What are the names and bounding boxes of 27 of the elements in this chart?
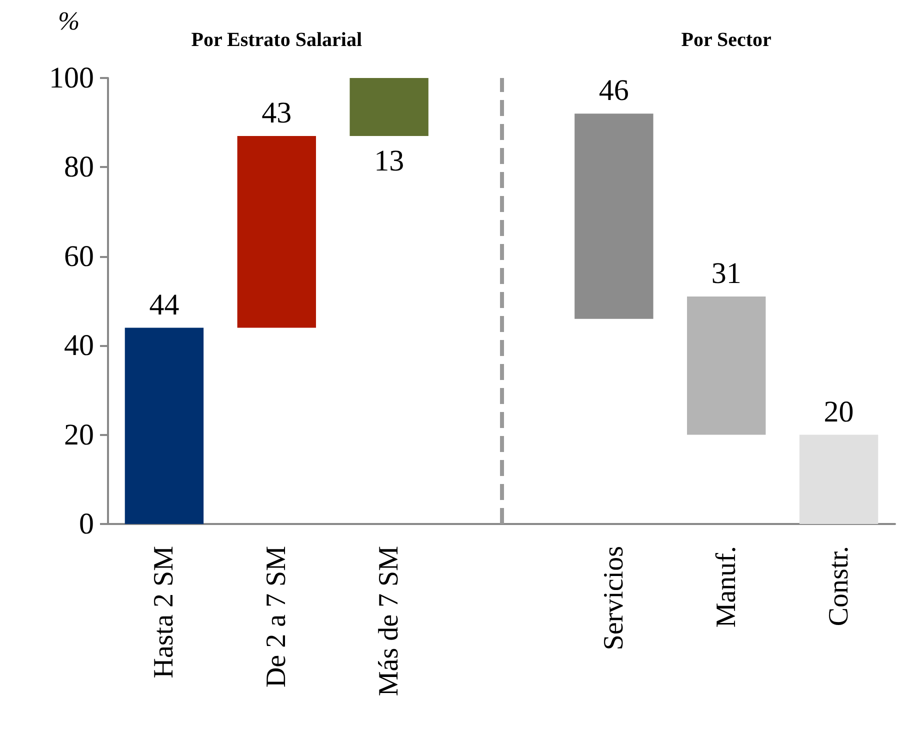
- bar: [687, 296, 766, 435]
- y-tick-label: 0: [79, 508, 94, 540]
- data-label: 31: [711, 257, 742, 290]
- data-label: 44: [149, 288, 180, 322]
- x-tick-label: Constr.: [823, 546, 854, 626]
- x-tick-label: Manuf.: [710, 546, 742, 628]
- bar: [237, 136, 316, 328]
- bar: [799, 434, 878, 524]
- data-label: 13: [374, 144, 404, 178]
- x-tick-label: Hasta 2 SM: [148, 546, 180, 678]
- y-tick-label: 80: [64, 150, 94, 184]
- data-label: 20: [824, 395, 854, 428]
- x-tick-label: De 2 a 7 SM: [261, 546, 292, 688]
- y-tick-label: 20: [64, 418, 94, 452]
- data-label: 43: [262, 96, 292, 130]
- bar: [574, 114, 654, 319]
- y-tick-label: 100: [49, 62, 94, 94]
- y-axis-title: %: [58, 6, 80, 36]
- x-tick-label: Más de 7 SM: [374, 546, 405, 696]
- bar: [350, 78, 428, 136]
- data-label: 46: [598, 74, 629, 108]
- text: Por Estrato Salarial: [191, 29, 362, 51]
- y-tick-label: 60: [64, 240, 94, 273]
- x-tick-label: Servicios: [598, 546, 630, 650]
- y-tick-label: 40: [64, 329, 94, 362]
- bar: [124, 328, 204, 524]
- text: Por Sector: [681, 29, 772, 51]
